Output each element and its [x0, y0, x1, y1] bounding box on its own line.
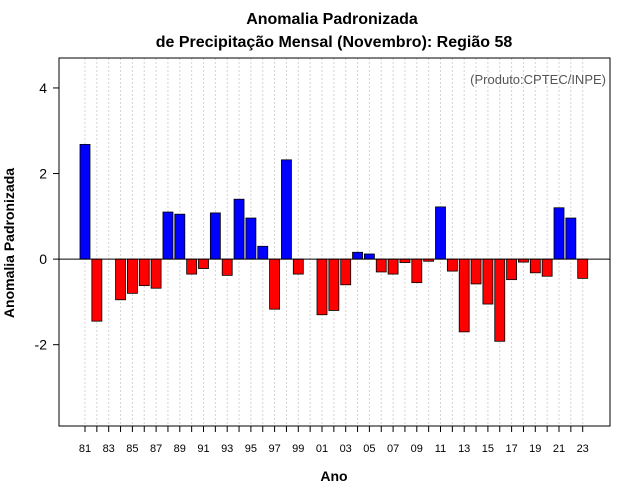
x-tick-label: 97	[268, 443, 280, 455]
x-tick-label: 03	[340, 443, 352, 455]
bar-04	[352, 251, 363, 260]
x-tick-label: 19	[529, 443, 541, 455]
bar-82	[91, 258, 103, 322]
bar-97	[269, 258, 281, 310]
bar-01	[316, 258, 328, 316]
x-axis-label: Ano	[320, 468, 347, 484]
x-tick-label: 83	[103, 443, 115, 455]
x-tick-label: 15	[482, 443, 494, 455]
x-tick-label: 21	[553, 443, 565, 455]
bar-05	[363, 253, 375, 260]
bar-94	[233, 198, 245, 260]
bar-16	[494, 258, 506, 342]
bar-03	[340, 258, 352, 286]
chart-title-line2: de Precipitação Mensal (Novembro): Regiã…	[156, 34, 513, 51]
x-tick-label: 87	[150, 443, 162, 455]
bar-02	[328, 258, 340, 311]
y-axis: 4 2 0 -2	[35, 80, 59, 353]
bar-85	[127, 258, 138, 294]
bar-23	[577, 258, 589, 279]
x-tick-label: 23	[577, 443, 589, 455]
bar-15	[482, 258, 494, 305]
plot-frame	[58, 57, 611, 427]
bar-21	[553, 207, 565, 260]
bar-20	[541, 258, 553, 277]
vertical-gridlines	[84, 58, 584, 426]
bar-87	[150, 258, 162, 289]
x-tick-label: 09	[411, 443, 423, 455]
bar-90	[186, 258, 198, 275]
x-tick-label: 11	[435, 443, 446, 455]
bar-14	[470, 258, 482, 285]
bar-93	[221, 258, 233, 276]
bar-88	[162, 211, 174, 260]
x-tick-label: 01	[316, 443, 328, 455]
x-tick-label: 13	[458, 443, 470, 455]
bar-98	[281, 159, 292, 260]
x-tick-label: 99	[292, 443, 304, 455]
x-tick-label: 93	[221, 443, 233, 455]
x-tick-label: 17	[505, 443, 517, 455]
x-axis: 81 83 85 87 89 91 93 95 97 99 01 03 05 07 09 11 13 15 17 19…	[79, 426, 589, 455]
y-tick-label: 4	[39, 80, 47, 96]
x-tick-label: 81	[79, 443, 91, 455]
bar-12	[446, 258, 458, 272]
credit-note: (Produto:CPTEC/INPE)	[470, 72, 606, 87]
y-tick-label: 0	[39, 251, 47, 267]
bars	[79, 144, 589, 342]
x-tick-label: 05	[363, 443, 375, 455]
bar-09	[411, 258, 423, 284]
bar-84	[115, 258, 126, 301]
bar-19	[529, 258, 541, 274]
bar-91	[198, 258, 209, 269]
x-tick-label: 89	[174, 443, 186, 455]
bar-92	[209, 212, 221, 260]
bar-17	[506, 258, 518, 281]
bar-86	[138, 258, 150, 287]
bar-99	[292, 258, 304, 275]
bar-11	[435, 206, 446, 260]
bar-89	[174, 213, 186, 260]
chart-title-line1: Anomalia Padronizada	[246, 11, 418, 28]
y-axis-label: Anomalia Padronizada	[1, 168, 17, 318]
bar-81	[79, 144, 91, 260]
bar-13	[458, 258, 470, 333]
bar-96	[257, 245, 269, 260]
x-tick-label: 85	[126, 443, 138, 455]
x-tick-label: 07	[387, 443, 399, 455]
bar-22	[565, 217, 577, 260]
bar-95	[245, 217, 257, 260]
x-tick-label: 91	[197, 443, 209, 455]
y-tick-label: 2	[39, 166, 47, 182]
bar-08	[399, 258, 411, 263]
x-tick-label: 95	[245, 443, 257, 455]
bar-06	[375, 258, 387, 273]
bar-07	[387, 258, 399, 275]
y-tick-label: -2	[35, 337, 48, 353]
